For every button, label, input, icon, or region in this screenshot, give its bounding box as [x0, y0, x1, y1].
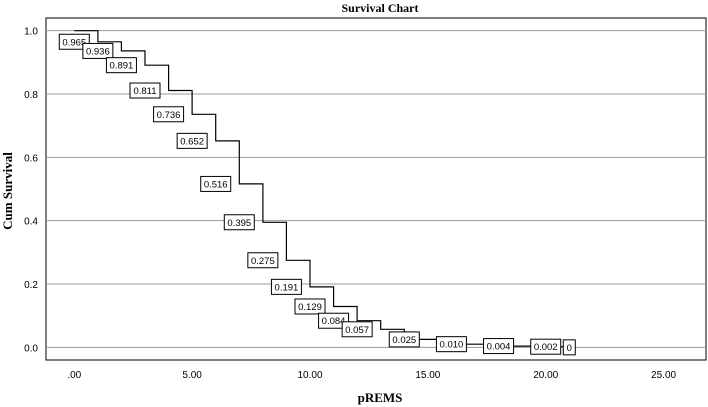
data-label-box — [294, 298, 326, 315]
data-label: 0 — [562, 339, 576, 356]
data-label-text: 0.129 — [298, 302, 322, 313]
data-label: 0.891 — [105, 57, 137, 74]
data-label-text: 0.652 — [180, 136, 204, 147]
data-label-text: 0.025 — [392, 335, 416, 346]
data-label-box — [105, 57, 137, 74]
data-label-text: 0 — [567, 343, 572, 354]
data-label-text: 0.002 — [534, 342, 558, 353]
x-tick-label: 20.00 — [533, 370, 558, 381]
data-label-text: 0.275 — [251, 256, 275, 267]
data-label-text: 0.057 — [345, 325, 369, 336]
data-label-box — [176, 132, 208, 149]
y-tick-label: 0.2 — [24, 280, 38, 291]
data-label: 0.004 — [483, 338, 515, 355]
data-label-box — [129, 82, 161, 99]
data-label-box — [562, 339, 576, 356]
plot-frame — [45, 17, 707, 361]
chart-title: Survival Chart — [341, 1, 418, 15]
data-label-box — [388, 331, 420, 348]
data-label-text: 0.084 — [322, 316, 346, 327]
data-label-text: 0.811 — [133, 86, 156, 97]
data-label-box — [153, 106, 185, 123]
data-label: 0.191 — [270, 278, 302, 295]
data-label: 0.002 — [530, 338, 562, 355]
x-tick-label: 15.00 — [415, 370, 440, 381]
data-label-text: 0.004 — [487, 342, 511, 353]
data-label: 0.057 — [341, 321, 373, 338]
data-label: 0.025 — [388, 331, 420, 348]
grid-lines — [46, 30, 706, 348]
data-label-box — [247, 252, 279, 269]
x-tick-label: 25.00 — [651, 370, 676, 381]
data-label: 0.652 — [176, 132, 208, 149]
data-label-box — [270, 278, 302, 295]
data-label-text: 0.936 — [86, 46, 110, 57]
data-label-box — [223, 214, 255, 231]
data-label: 0.084 — [318, 312, 350, 329]
data-label-box — [318, 312, 350, 329]
data-label-box — [530, 338, 562, 355]
y-tick-label: 0.4 — [24, 217, 38, 228]
y-tick-label: 1.0 — [24, 27, 38, 38]
y-tick-labels: 0.0 0.2 0.4 0.6 0.8 1.0 — [24, 27, 38, 355]
y-tick-label: 0.0 — [24, 343, 38, 354]
x-tick-labels: .00 5.00 10.00 15.00 20.00 25.00 — [67, 370, 676, 381]
data-label-box — [483, 338, 515, 355]
data-label-box — [435, 336, 467, 353]
data-label-box — [58, 33, 90, 50]
data-label-box — [82, 42, 114, 59]
data-label: 0.965 — [58, 33, 90, 50]
data-label-box — [200, 175, 232, 192]
data-label-text: 0.516 — [204, 179, 228, 190]
x-tick-label: 10.00 — [297, 370, 322, 381]
data-label: 0.736 — [153, 106, 185, 123]
data-label-text: 0.395 — [227, 218, 251, 229]
data-label: 0.516 — [200, 175, 232, 192]
x-tick-label: .00 — [67, 370, 81, 381]
y-axis-label: Cum Survival — [0, 152, 15, 230]
y-tick-label: 0.8 — [24, 90, 38, 101]
data-label-text: 0.191 — [275, 282, 299, 293]
data-label: 0.936 — [82, 42, 114, 59]
data-label-box — [341, 321, 373, 338]
data-label-text: 0.891 — [110, 61, 134, 72]
x-tick-label: 5.00 — [182, 370, 202, 381]
data-label: 0.010 — [435, 336, 467, 353]
data-label-text: 0.010 — [440, 340, 464, 351]
data-label: 0.275 — [247, 252, 279, 269]
data-label: 0.811 — [129, 82, 161, 99]
data-label: 0.395 — [223, 214, 255, 231]
data-label: 0.129 — [294, 298, 326, 315]
data-label-text: 0.736 — [157, 110, 181, 121]
y-tick-label: 0.6 — [24, 153, 38, 164]
data-label-text: 0.965 — [62, 37, 86, 48]
x-axis-label: pREMS — [358, 390, 403, 405]
